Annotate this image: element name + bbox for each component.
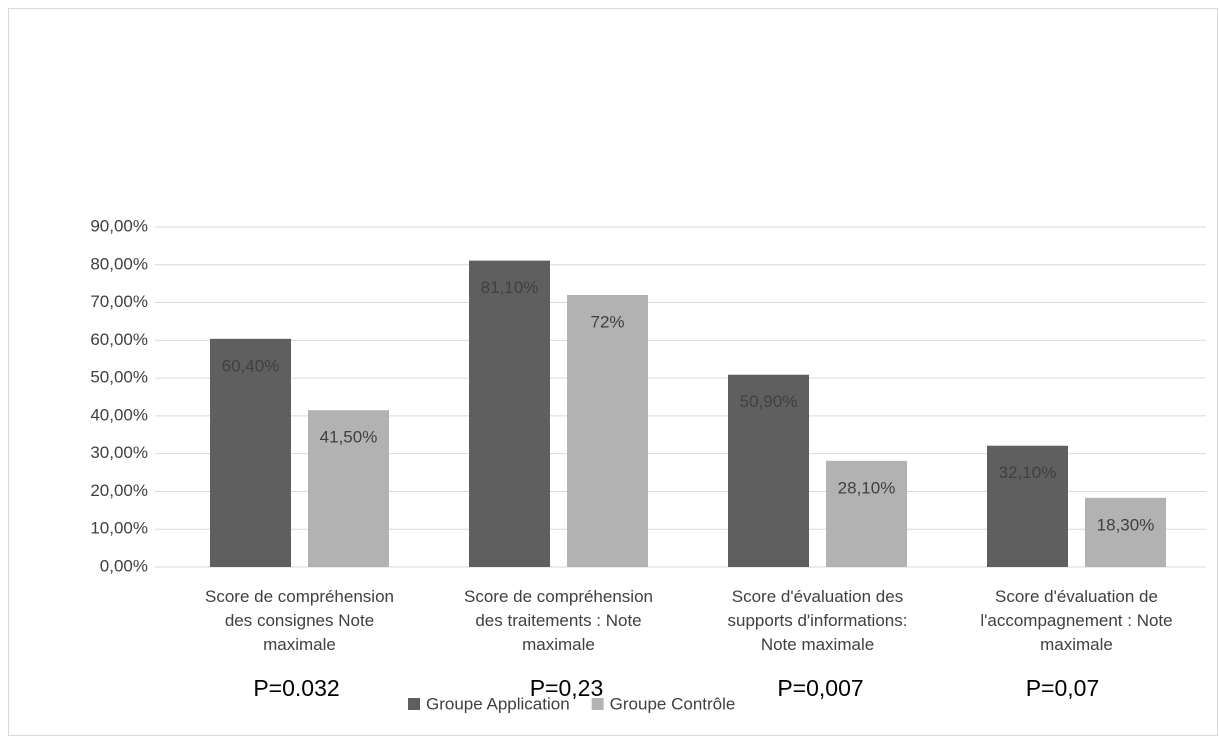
y-tick-label: 80,00% xyxy=(90,254,148,273)
legend-swatch xyxy=(408,698,420,710)
y-tick-label: 0,00% xyxy=(100,556,148,575)
x-tick-label: Score de compréhension des consignes Note… xyxy=(205,587,394,654)
y-tick-label: 10,00% xyxy=(90,519,148,538)
bar xyxy=(987,445,1068,567)
data-label: 72% xyxy=(590,312,624,331)
annotation: P=0,007 xyxy=(777,675,863,701)
bar xyxy=(210,338,291,567)
data-label: 18,30% xyxy=(1097,515,1155,534)
bar xyxy=(1085,497,1166,567)
x-tick-label: Score d'évaluation de l'accompagnement : … xyxy=(980,587,1172,654)
x-tick-label: Score de compréhension des traitements : … xyxy=(464,587,653,654)
x-tick-label: Score d'évaluation des supports d'informa… xyxy=(728,587,908,654)
bar xyxy=(308,410,389,567)
data-label: 28,10% xyxy=(838,478,896,497)
y-tick-label: 30,00% xyxy=(90,443,148,462)
annotation: P=0,23 xyxy=(530,675,604,701)
annotation: P=0.032 xyxy=(253,675,339,701)
legend-label: Groupe Application xyxy=(426,694,570,713)
legend-swatch xyxy=(591,698,604,710)
bar xyxy=(469,260,550,567)
annotation: P=0,07 xyxy=(1026,675,1100,701)
bar xyxy=(826,460,907,567)
data-label: 32,10% xyxy=(999,463,1057,482)
y-tick-label: 50,00% xyxy=(90,368,148,387)
data-label: 41,50% xyxy=(320,428,378,447)
y-tick-label: 70,00% xyxy=(90,292,148,311)
y-tick-label: 60,00% xyxy=(90,330,148,349)
y-tick-label: 40,00% xyxy=(90,405,148,424)
data-label: 81,10% xyxy=(481,278,539,297)
legend-label: Groupe Contrôle xyxy=(610,694,736,713)
data-label: 60,40% xyxy=(222,356,280,375)
data-label: 50,90% xyxy=(740,392,798,411)
y-tick-label: 90,00% xyxy=(90,216,148,235)
bar xyxy=(567,295,648,567)
y-tick-label: 20,00% xyxy=(90,481,148,500)
bar xyxy=(728,374,809,567)
